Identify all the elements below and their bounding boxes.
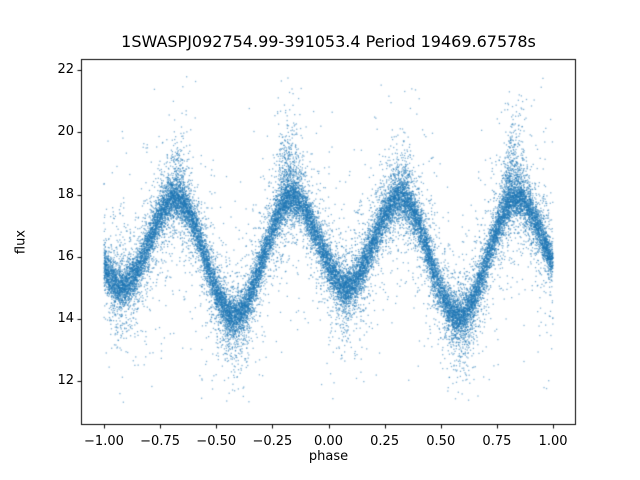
y-tick-label: 20 <box>57 124 74 140</box>
y-tick-label: 18 <box>57 186 74 202</box>
y-tick-label: 12 <box>57 372 74 388</box>
x-axis-label: phase <box>308 449 349 464</box>
y-tick-label: 16 <box>57 248 74 264</box>
x-tick-label: 0.00 <box>314 434 343 449</box>
x-tick-label: 0.50 <box>426 434 456 449</box>
x-tick-label: −0.75 <box>140 434 180 449</box>
x-tick-label: −1.00 <box>84 434 124 449</box>
chart-title: 1SWASPJ092754.99-391053.4 Period 19469.6… <box>121 32 536 51</box>
y-tick-label: 22 <box>57 62 74 78</box>
x-tick-label: −0.25 <box>252 434 293 449</box>
y-tick-label: 14 <box>57 310 74 326</box>
x-tick-label: 1.00 <box>538 434 568 449</box>
x-tick-label: 0.75 <box>482 434 512 449</box>
x-tick-label: −0.50 <box>196 434 237 449</box>
x-tick-label: 0.25 <box>370 434 400 449</box>
